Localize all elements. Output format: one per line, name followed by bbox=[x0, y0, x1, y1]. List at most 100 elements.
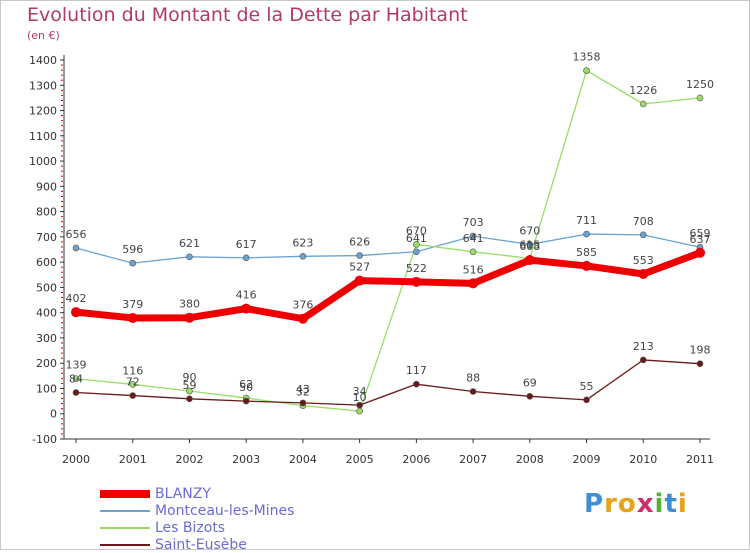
data-point bbox=[638, 269, 649, 280]
data-point bbox=[583, 230, 590, 238]
series-line-2 bbox=[75, 69, 701, 412]
legend-swatch bbox=[100, 543, 150, 546]
data-label: 72 bbox=[126, 376, 140, 389]
logo-letter: i bbox=[677, 489, 688, 519]
x-tick-label: 2010 bbox=[629, 453, 657, 466]
logo-letter: x bbox=[636, 489, 655, 519]
data-label: 522 bbox=[406, 262, 427, 275]
legend-item: Saint-Eusèbe bbox=[100, 536, 294, 553]
data-label: 198 bbox=[690, 344, 711, 357]
data-label: 1358 bbox=[573, 51, 601, 64]
data-label: 637 bbox=[690, 233, 711, 246]
data-label: 379 bbox=[122, 298, 143, 311]
y-tick-label: 300 bbox=[36, 332, 57, 345]
data-label: 1226 bbox=[629, 84, 657, 97]
y-tick-label: 1300 bbox=[29, 79, 57, 92]
data-label: 376 bbox=[292, 299, 313, 312]
data-label: 617 bbox=[236, 238, 257, 251]
data-label: 84 bbox=[69, 373, 83, 386]
data-point bbox=[184, 312, 195, 323]
y-tick-label: 600 bbox=[36, 256, 57, 269]
logo-letter: r bbox=[604, 489, 618, 519]
logo-letter: i bbox=[654, 489, 665, 519]
data-point bbox=[186, 387, 193, 395]
data-point bbox=[127, 312, 138, 323]
series-line-1 bbox=[75, 233, 701, 264]
data-label: 62 bbox=[239, 378, 253, 391]
data-point bbox=[413, 248, 420, 256]
data-point bbox=[468, 278, 479, 289]
data-label: 670 bbox=[519, 224, 540, 237]
y-tick-label: 1400 bbox=[29, 54, 57, 67]
data-label: 34 bbox=[353, 385, 367, 398]
data-label: 88 bbox=[466, 371, 480, 384]
data-point bbox=[356, 252, 363, 259]
data-point bbox=[526, 241, 534, 248]
data-point bbox=[469, 232, 477, 240]
data-label: 703 bbox=[463, 216, 484, 229]
y-tick-label: 1100 bbox=[29, 130, 57, 143]
x-tick-label: 2001 bbox=[119, 453, 147, 466]
data-point bbox=[639, 356, 647, 364]
data-label: 615 bbox=[519, 238, 540, 251]
data-point bbox=[639, 100, 647, 108]
data-point bbox=[583, 396, 590, 404]
data-label: 43 bbox=[296, 383, 310, 396]
data-label: 641 bbox=[463, 232, 484, 245]
data-point bbox=[411, 276, 422, 287]
data-point bbox=[299, 253, 307, 260]
data-label: 623 bbox=[292, 236, 313, 249]
series-line-3 bbox=[75, 359, 701, 406]
data-label: 711 bbox=[576, 214, 597, 227]
x-tick-label: 2007 bbox=[459, 453, 487, 466]
data-label: 1250 bbox=[686, 78, 714, 91]
data-label: 139 bbox=[66, 359, 87, 372]
data-point bbox=[696, 360, 704, 368]
data-point bbox=[72, 244, 80, 252]
data-label: 55 bbox=[580, 380, 594, 393]
legend-label: Les Bizots bbox=[155, 519, 226, 536]
data-point bbox=[354, 275, 365, 286]
data-label: 596 bbox=[122, 243, 143, 256]
y-tick-label: 900 bbox=[36, 180, 57, 193]
data-label: 402 bbox=[66, 292, 87, 305]
data-label: 585 bbox=[576, 246, 597, 259]
y-tick-label: 400 bbox=[36, 307, 57, 320]
data-point bbox=[356, 401, 363, 409]
data-label: 659 bbox=[690, 227, 711, 240]
data-label: 69 bbox=[523, 376, 537, 389]
x-tick-label: 2003 bbox=[232, 453, 260, 466]
data-point bbox=[469, 388, 477, 395]
data-point bbox=[696, 94, 704, 102]
legend-label: Montceau-les-Mines bbox=[155, 502, 295, 519]
x-tick-label: 2009 bbox=[573, 453, 601, 466]
legend-swatch bbox=[100, 489, 150, 498]
data-point bbox=[242, 254, 250, 262]
data-point bbox=[186, 253, 193, 261]
data-point bbox=[469, 248, 477, 256]
data-point bbox=[241, 303, 252, 314]
data-label: 708 bbox=[633, 215, 654, 228]
data-label: 656 bbox=[66, 228, 87, 241]
y-tick-label: 500 bbox=[36, 281, 57, 294]
legend-item: BLANZY bbox=[100, 485, 294, 502]
y-tick-label: 200 bbox=[36, 357, 57, 370]
legend-item: Montceau-les-Mines bbox=[100, 502, 294, 519]
x-tick-label: 2011 bbox=[686, 453, 714, 466]
data-point bbox=[581, 260, 592, 271]
data-label: 608 bbox=[519, 240, 540, 253]
chart-subtitle: (en €) bbox=[27, 29, 60, 42]
legend-label: BLANZY bbox=[155, 485, 211, 502]
data-point bbox=[526, 392, 534, 400]
data-point bbox=[129, 259, 137, 267]
chart-legend: BLANZY Montceau-les-Mines Les Bizots Saint-… bbox=[100, 485, 294, 553]
data-label: 553 bbox=[633, 254, 654, 267]
data-point bbox=[413, 241, 420, 248]
data-point bbox=[639, 231, 647, 239]
data-point bbox=[583, 67, 590, 74]
logo-letter: o bbox=[617, 489, 637, 519]
data-point bbox=[356, 407, 363, 415]
series-line-0 bbox=[72, 249, 704, 323]
data-point bbox=[72, 375, 80, 382]
